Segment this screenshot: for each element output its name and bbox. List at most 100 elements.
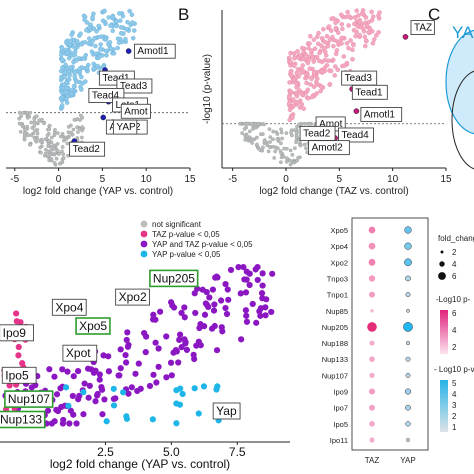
gene-label: Tead3 [345,73,373,84]
point-significant [78,31,83,36]
point-not-significant [46,127,51,132]
gene-label-box [62,344,98,362]
point-not-significant [255,142,259,147]
point-significant [333,25,339,31]
point-not-significant [55,141,60,146]
point-not-significant [76,130,80,134]
point-significant [66,77,72,82]
point-yap-taz [94,390,101,398]
point-not-significant [20,124,25,129]
point-significant [69,32,74,38]
point-yap-taz [157,308,164,315]
point-yap-taz [152,316,159,323]
point-significant [308,34,313,39]
gene-label: Amot [124,106,148,117]
yap-dot [404,258,412,267]
point-significant [67,42,73,47]
point-highlighted [353,108,360,114]
point-yap-taz [115,372,122,379]
yap-dot [405,372,411,378]
row-label: Tnpo3 [327,274,348,283]
point-not-significant [242,127,247,131]
point-significant [312,46,318,51]
point-yap-only [123,413,130,420]
point-not-significant [23,128,27,132]
point-significant [63,90,69,96]
point-significant [89,49,95,54]
taz-dot [368,275,376,282]
point-not-significant [38,145,43,150]
point-not-significant [19,114,23,119]
size-legend-title: fold_chang [438,234,474,243]
point-significant [319,35,325,41]
point-significant [123,36,128,42]
point-not-significant [51,143,56,148]
point-yap-only [110,385,117,392]
legend-label: YAP and TAZ p-value < 0,05 [152,240,253,249]
point-not-significant [290,153,295,157]
point-yap-taz [178,309,185,316]
point-yap-taz [176,336,183,343]
point-not-significant [52,161,57,165]
point-significant [124,27,129,32]
point-not-significant [292,160,296,165]
point-significant [287,94,292,100]
point-significant [321,26,326,32]
point-not-significant [54,156,59,161]
point-yap-taz [99,386,106,393]
point-significant [131,28,137,33]
point-significant [294,81,299,86]
point-not-significant [261,145,265,150]
point-significant [118,24,124,30]
point-significant [120,14,126,19]
point-significant [94,29,99,34]
point-significant [295,67,301,72]
point-yap-taz [99,411,106,418]
point-not-significant [47,123,52,128]
point-yap-taz [257,312,264,319]
point-significant [341,54,347,59]
row-label: Nup133 [322,355,348,364]
point-not-significant [275,137,280,142]
point-significant [374,33,379,38]
point-not-significant [285,146,289,151]
point-significant [346,23,351,28]
point-yap-taz [172,346,180,354]
row-label: Ipo9 [333,388,348,397]
point-significant [351,42,356,48]
point-yap-taz [176,331,184,338]
point-significant [98,42,104,47]
point-significant [93,51,98,57]
point-significant [130,20,135,25]
point-yap-taz [243,276,250,283]
point-yap-taz [117,365,124,372]
point-significant [75,39,80,44]
point-not-significant [60,149,64,154]
point-not-significant [80,135,84,140]
gene-label: Tead4 [341,130,369,141]
point-yap-taz [70,411,77,418]
point-yap-taz [235,264,242,271]
yap-colorbar-tick: 5 [452,379,457,388]
x-tick-label: 15 [440,174,452,185]
point-yap-taz [80,411,87,418]
point-not-significant [47,158,52,163]
x-tick-label: 5 [337,174,343,185]
point-significant [66,56,72,61]
point-significant [292,63,297,69]
point-significant [370,41,376,46]
point-not-significant [271,137,275,142]
point-significant [317,50,322,56]
taz-dot [368,258,376,266]
taz-dot [369,388,375,395]
gene-label-box [69,141,106,157]
point-not-significant [80,115,85,120]
point-not-significant [60,132,65,136]
taz-dot [367,322,377,332]
point-significant [326,24,332,29]
point-yap-taz [152,339,159,346]
gene-label: Tead2 [73,144,101,155]
point-not-significant [33,128,37,133]
point-yap-taz [262,304,269,311]
